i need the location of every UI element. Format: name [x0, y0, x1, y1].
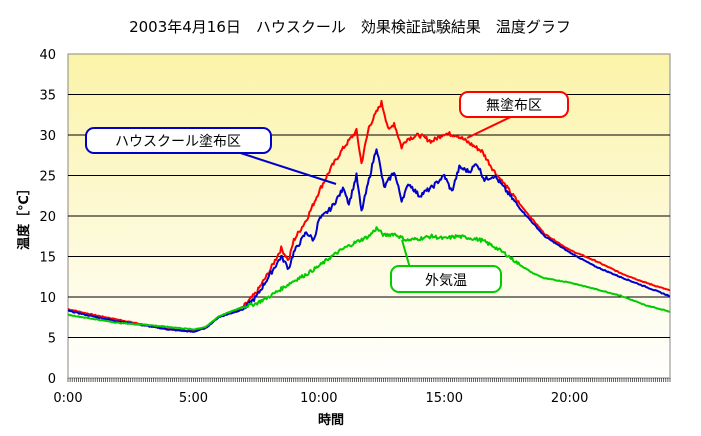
- callout-outside-text: 外気温: [425, 273, 467, 289]
- x-axis-minor-ticks: [67, 378, 671, 382]
- x-axis-ticks: 0:00 5:00 10:00 15:00 20:00: [53, 391, 588, 406]
- gridlines: [68, 94, 670, 338]
- chart-title: 2003年4月16日 ハウスクール 効果検証試験結果 温度グラフ: [129, 18, 571, 36]
- y-axis-label: 温度［℃］: [16, 182, 32, 250]
- series-line-1: [67, 148, 670, 333]
- callout-outside: 外気温: [390, 239, 502, 293]
- y-tick-label: 25: [39, 170, 56, 185]
- y-axis-ticks: 0 5 10 15 20 25 30 35 40: [39, 48, 56, 387]
- x-axis-label: 時間: [318, 412, 344, 428]
- series-group: [67, 99, 671, 333]
- y-tick-label: 40: [39, 48, 56, 63]
- y-tick-label: 5: [48, 332, 56, 347]
- callout-mutofu-text: 無塗布区: [486, 97, 542, 114]
- series-line-2: [67, 226, 670, 331]
- callout-mutofu: 無塗布区: [459, 91, 569, 139]
- x-tick-label: 20:00: [551, 391, 588, 406]
- y-tick-label: 10: [39, 291, 56, 306]
- callout-housecool-text: ハウスクール塗布区: [115, 133, 241, 150]
- y-tick-label: 0: [48, 372, 56, 387]
- x-tick-label: 5:00: [179, 391, 208, 406]
- x-tick-label: 0:00: [53, 391, 82, 406]
- callout-housecool: ハウスクール塗布区: [85, 127, 337, 185]
- x-tick-label: 10:00: [300, 391, 337, 406]
- y-tick-label: 15: [39, 251, 56, 266]
- x-tick-label: 15:00: [426, 391, 463, 406]
- y-tick-label: 20: [39, 210, 56, 225]
- y-tick-label: 30: [39, 129, 56, 144]
- y-tick-label: 35: [39, 89, 56, 104]
